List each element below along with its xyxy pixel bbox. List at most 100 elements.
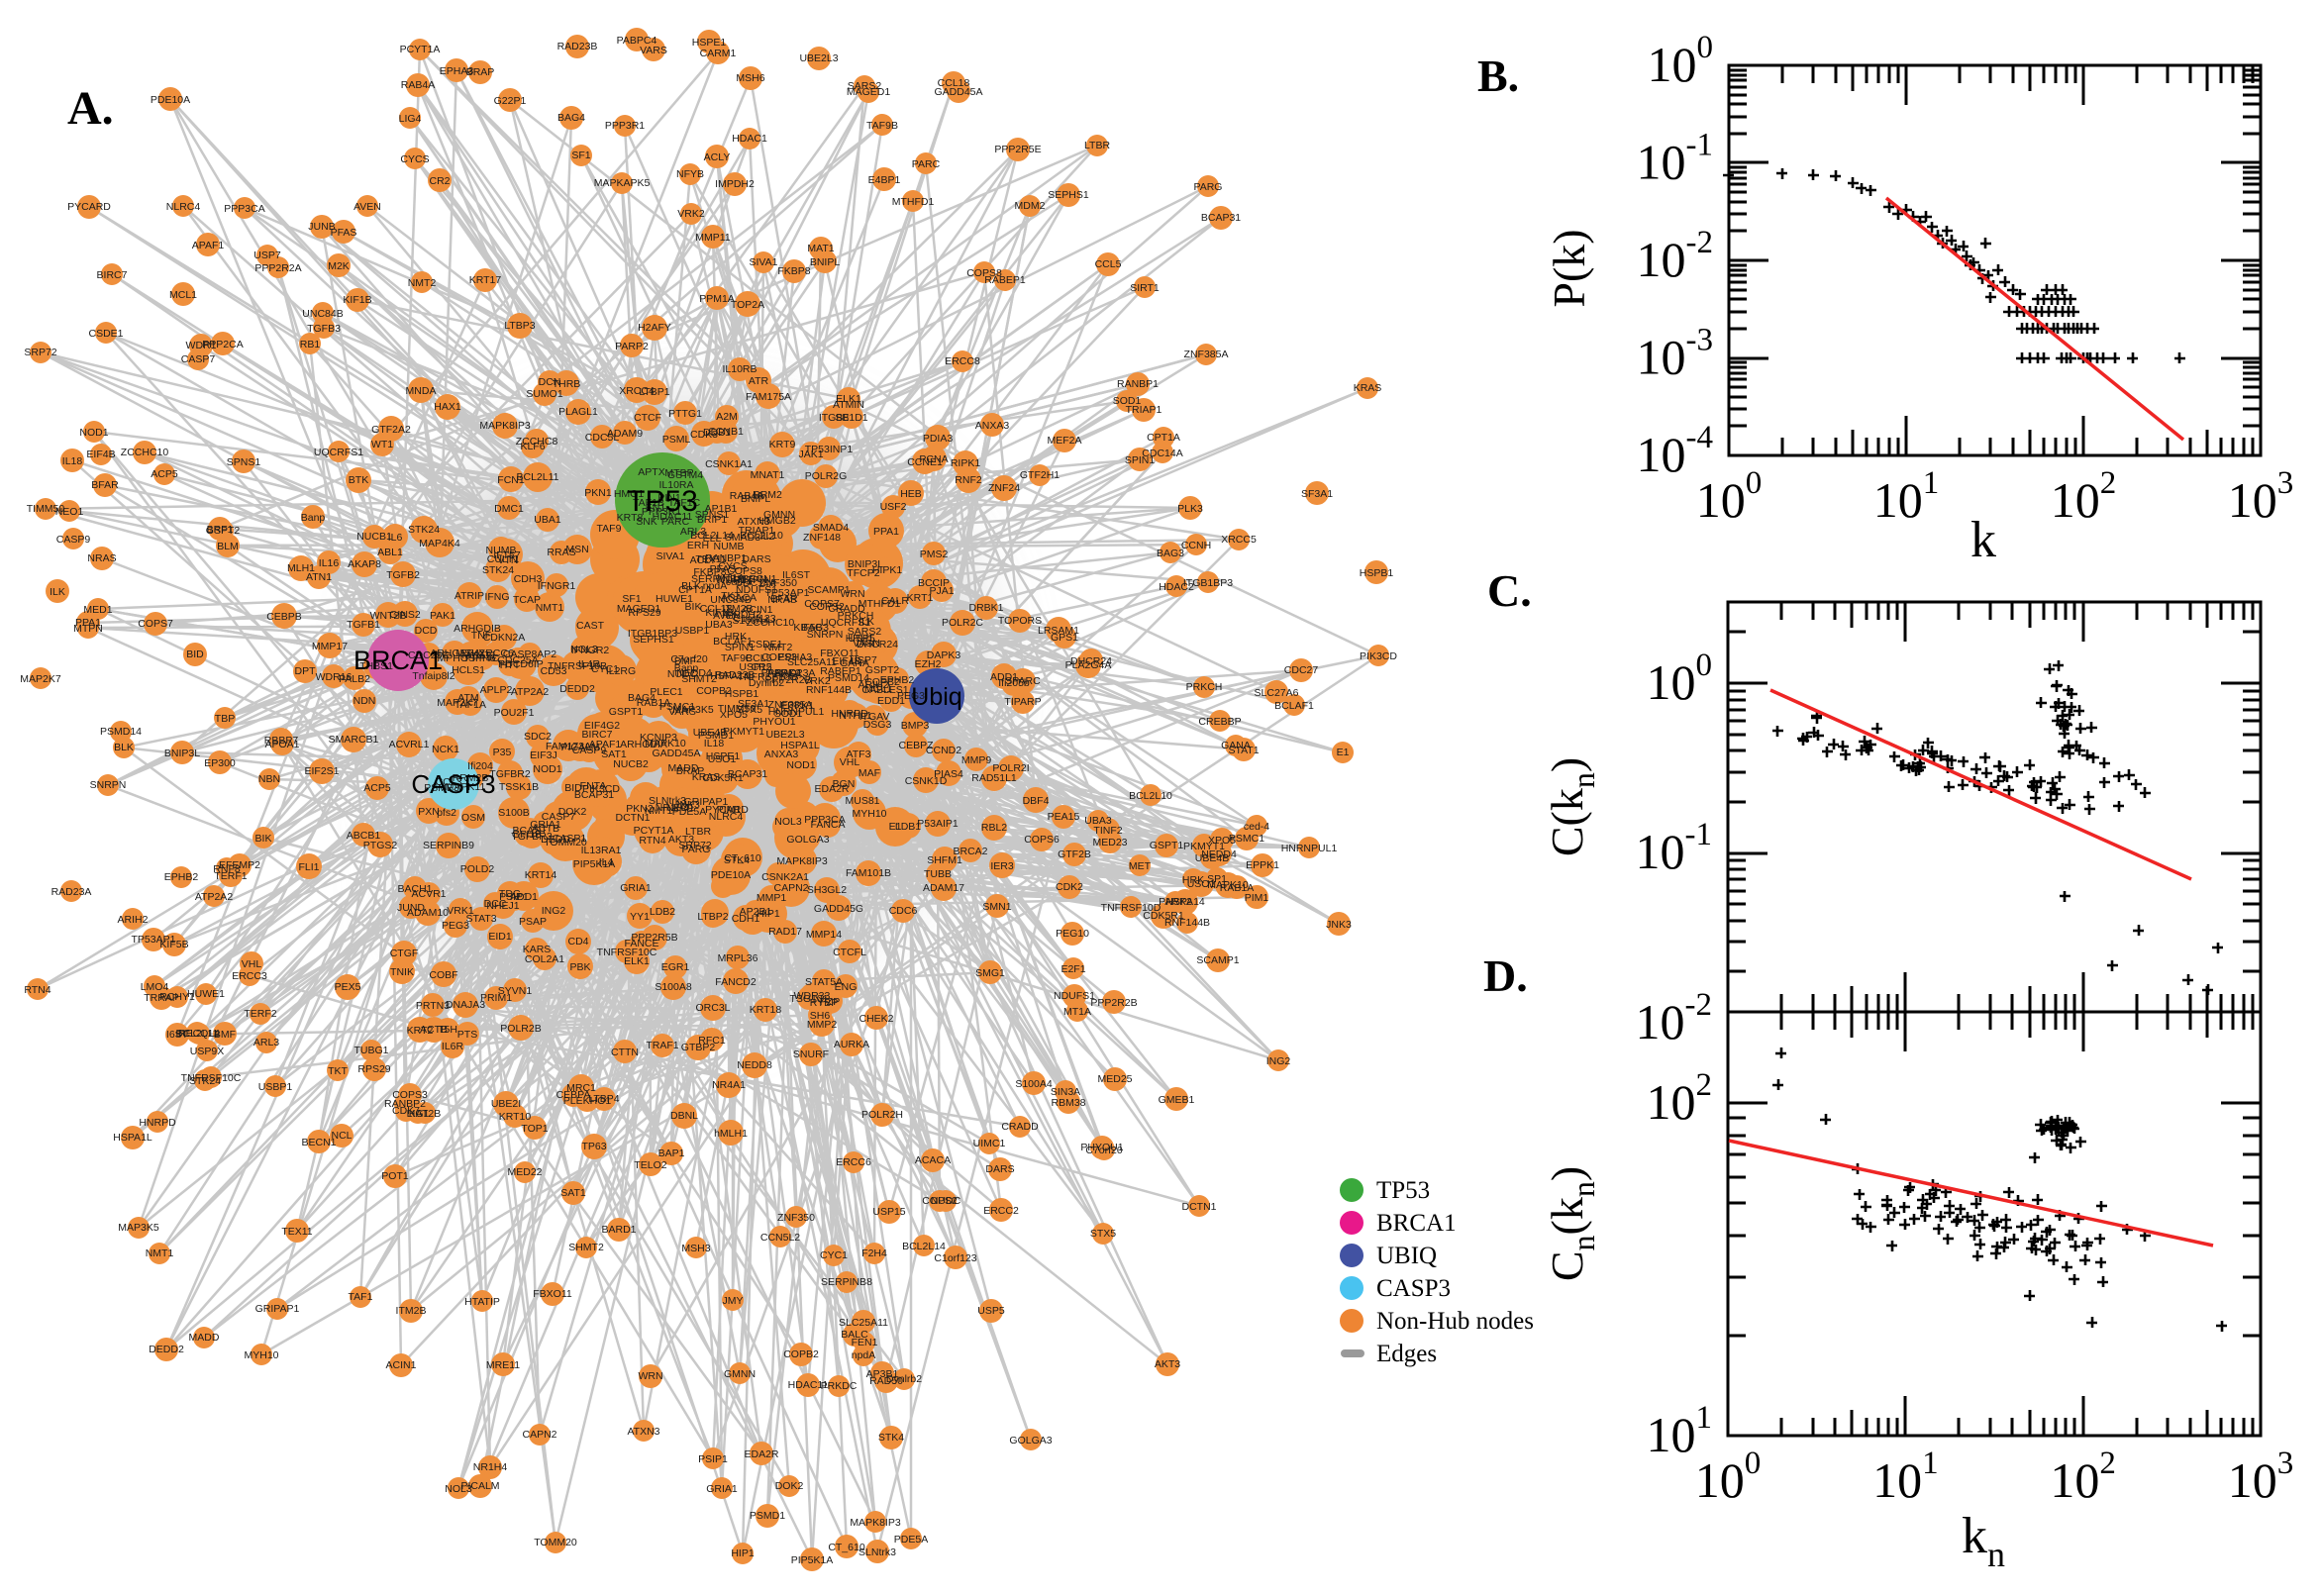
svg-text:CARM1: CARM1 bbox=[700, 48, 737, 59]
svg-text:CCL18: CCL18 bbox=[938, 77, 970, 89]
svg-text:BMF: BMF bbox=[674, 655, 696, 667]
svg-text:SDC2: SDC2 bbox=[524, 731, 552, 743]
svg-text:MAF: MAF bbox=[858, 767, 880, 779]
svg-text:ILK: ILK bbox=[50, 586, 65, 598]
svg-text:USP15: USP15 bbox=[739, 661, 771, 673]
svg-text:EIF2S1: EIF2S1 bbox=[304, 765, 339, 777]
svg-text:KARS: KARS bbox=[523, 944, 552, 955]
svg-text:LRSAM1: LRSAM1 bbox=[1038, 625, 1079, 637]
svg-text:PRKCH: PRKCH bbox=[1186, 681, 1223, 693]
svg-text:IL6ST: IL6ST bbox=[782, 569, 811, 581]
svg-text:MTHFD1: MTHFD1 bbox=[858, 598, 901, 610]
svg-text:TUBB: TUBB bbox=[924, 868, 952, 880]
svg-text:CASP9: CASP9 bbox=[56, 534, 91, 546]
svg-text:MAP3K5: MAP3K5 bbox=[118, 1222, 159, 1234]
svg-text:MCL1: MCL1 bbox=[864, 683, 892, 695]
svg-text:PKN1: PKN1 bbox=[584, 487, 612, 499]
svg-text:BAP1: BAP1 bbox=[658, 1147, 685, 1159]
svg-text:STX5: STX5 bbox=[1090, 1228, 1116, 1240]
svg-text:KRT1: KRT1 bbox=[907, 592, 934, 604]
svg-text:TKT: TKT bbox=[721, 590, 741, 602]
svg-text:CTCFL: CTCFL bbox=[833, 947, 866, 958]
svg-text:BCL2L14: BCL2L14 bbox=[902, 1241, 946, 1252]
svg-text:JMY: JMY bbox=[723, 1295, 744, 1307]
svg-text:ACACA: ACACA bbox=[721, 592, 757, 604]
svg-text:ACTB: ACTB bbox=[420, 1024, 448, 1036]
svg-text:PPP2R5E: PPP2R5E bbox=[994, 144, 1041, 155]
svg-text:STAT5A: STAT5A bbox=[805, 976, 843, 988]
svg-text:MET: MET bbox=[1129, 860, 1152, 872]
svg-text:PTGS2: PTGS2 bbox=[363, 840, 398, 851]
svg-text:VARS: VARS bbox=[640, 45, 667, 56]
svg-text:SF3A1: SF3A1 bbox=[1301, 488, 1333, 500]
svg-text:EPHA3: EPHA3 bbox=[778, 651, 813, 663]
svg-text:npdA: npdA bbox=[852, 1349, 876, 1361]
svg-text:GRIA1: GRIA1 bbox=[530, 819, 561, 831]
svg-text:USP7: USP7 bbox=[850, 654, 877, 666]
svg-text:SOD1: SOD1 bbox=[774, 708, 803, 720]
svg-text:10-2: 10-2 bbox=[1636, 987, 1713, 1049]
svg-text:HCLS1: HCLS1 bbox=[452, 664, 485, 676]
svg-text:HIP1: HIP1 bbox=[731, 1547, 755, 1559]
svg-text:HRK: HRK bbox=[725, 631, 747, 643]
svg-text:PABPC4: PABPC4 bbox=[617, 35, 657, 47]
svg-text:SOD1: SOD1 bbox=[1113, 395, 1142, 407]
svg-text:PLAGL1: PLAGL1 bbox=[558, 406, 598, 418]
svg-text:PSMD1: PSMD1 bbox=[750, 1510, 785, 1522]
svg-text:KRT14: KRT14 bbox=[525, 869, 557, 881]
svg-text:PIK3CD: PIK3CD bbox=[582, 783, 620, 795]
svg-text:MPHOSPH6: MPHOSPH6 bbox=[438, 652, 496, 664]
svg-text:ACTB: ACTB bbox=[532, 823, 559, 835]
svg-text:MAP4K4: MAP4K4 bbox=[419, 538, 460, 549]
svg-text:CYCS: CYCS bbox=[718, 560, 747, 572]
svg-text:SAT1: SAT1 bbox=[601, 748, 627, 760]
svg-text:SHMT2: SHMT2 bbox=[568, 1242, 604, 1253]
svg-text:E2F1: E2F1 bbox=[1060, 963, 1085, 975]
svg-text:DEDD: DEDD bbox=[541, 834, 570, 846]
svg-text:NUMB: NUMB bbox=[486, 545, 517, 556]
svg-text:PPM1A: PPM1A bbox=[699, 293, 735, 305]
svg-text:HMGB2: HMGB2 bbox=[758, 515, 796, 527]
svg-text:ATRIP: ATRIP bbox=[454, 590, 484, 602]
svg-text:HRK: HRK bbox=[1182, 874, 1204, 886]
svg-text:HDAC2: HDAC2 bbox=[1159, 581, 1194, 593]
svg-text:PABPC4: PABPC4 bbox=[761, 667, 802, 679]
svg-text:MTPN: MTPN bbox=[738, 574, 767, 586]
svg-text:AKT3: AKT3 bbox=[668, 834, 694, 846]
svg-text:IL2: IL2 bbox=[760, 531, 775, 543]
svg-text:ING2: ING2 bbox=[1266, 1055, 1291, 1067]
svg-text:CT_610: CT_610 bbox=[828, 1542, 865, 1553]
svg-text:UBE2I: UBE2I bbox=[491, 1098, 521, 1110]
svg-text:UBE4B: UBE4B bbox=[693, 727, 727, 739]
svg-text:DARS: DARS bbox=[742, 553, 770, 565]
svg-text:PPP2R2B: PPP2R2B bbox=[764, 674, 811, 686]
svg-text:ENG: ENG bbox=[835, 981, 858, 993]
svg-text:PPA1: PPA1 bbox=[873, 526, 899, 538]
svg-text:RB1: RB1 bbox=[300, 339, 321, 350]
svg-text:MNAT1: MNAT1 bbox=[751, 469, 785, 481]
svg-text:CDK5R1: CDK5R1 bbox=[1143, 910, 1184, 922]
svg-text:IL2RG: IL2RG bbox=[606, 665, 636, 677]
svg-text:PDE10A: PDE10A bbox=[711, 869, 751, 881]
svg-text:BIK: BIK bbox=[255, 833, 272, 845]
svg-text:CDC27: CDC27 bbox=[1284, 664, 1319, 676]
svg-text:POLD2: POLD2 bbox=[460, 863, 495, 875]
svg-text:CDK7: CDK7 bbox=[392, 1105, 420, 1117]
svg-text:PIK3CD: PIK3CD bbox=[1360, 650, 1397, 662]
svg-text:IL18: IL18 bbox=[704, 738, 725, 749]
svg-text:NRAS: NRAS bbox=[767, 594, 796, 606]
svg-text:102: 102 bbox=[1647, 1067, 1713, 1130]
svg-text:C1orf123: C1orf123 bbox=[934, 1252, 976, 1264]
svg-text:CDC5L: CDC5L bbox=[585, 432, 620, 444]
svg-text:CHEK2: CHEK2 bbox=[858, 1013, 893, 1025]
svg-text:NLRC4: NLRC4 bbox=[166, 201, 201, 213]
svg-text:ATP2A2: ATP2A2 bbox=[511, 686, 549, 698]
svg-text:TAF1C: TAF1C bbox=[668, 497, 701, 509]
svg-text:SMARCB1: SMARCB1 bbox=[329, 734, 379, 746]
svg-text:AP1B1: AP1B1 bbox=[705, 503, 738, 515]
svg-text:PPP3CA: PPP3CA bbox=[224, 203, 264, 215]
svg-text:SF1: SF1 bbox=[571, 150, 590, 161]
svg-text:POLR2B: POLR2B bbox=[500, 1023, 541, 1035]
svg-text:CEBPB: CEBPB bbox=[266, 611, 302, 623]
svg-text:FAM101B: FAM101B bbox=[846, 867, 891, 879]
